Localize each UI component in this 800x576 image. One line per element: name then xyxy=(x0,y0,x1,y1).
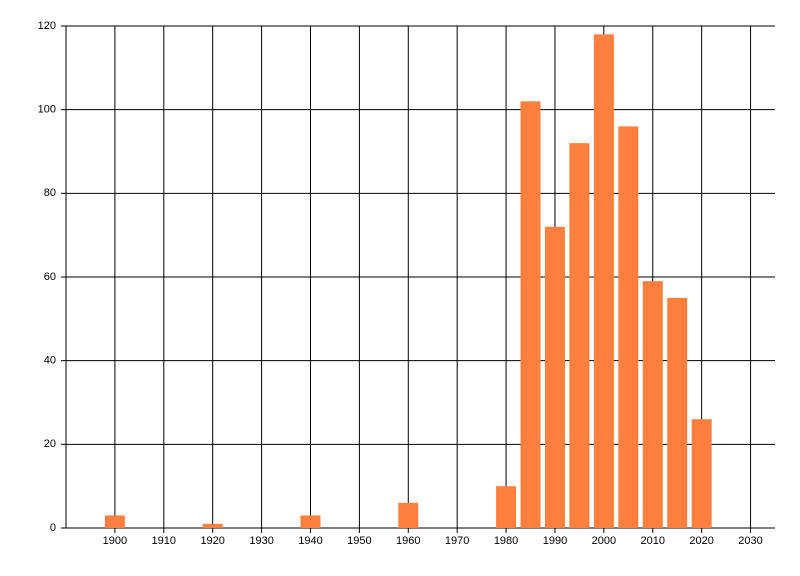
bar xyxy=(496,486,517,528)
x-tick-label: 1930 xyxy=(249,535,273,547)
x-tick-label: 2030 xyxy=(738,535,762,547)
y-tick-label: 20 xyxy=(44,438,56,450)
y-tick-label: 120 xyxy=(38,20,56,32)
x-tick-label: 1910 xyxy=(152,535,176,547)
x-tick-label: 1980 xyxy=(494,535,518,547)
x-tick-label: 1920 xyxy=(200,535,224,547)
bar xyxy=(544,226,565,529)
y-tick-label: 100 xyxy=(38,104,56,116)
y-tick-label: 60 xyxy=(44,271,56,283)
bar xyxy=(593,34,614,528)
bar xyxy=(300,515,321,528)
bar xyxy=(202,523,223,528)
bar xyxy=(520,101,541,529)
x-tick-label: 2020 xyxy=(689,535,713,547)
x-tick-label: 1970 xyxy=(445,535,469,547)
bar xyxy=(569,143,590,528)
y-tick-label: 40 xyxy=(44,355,56,367)
bar xyxy=(691,419,712,528)
bar xyxy=(642,281,663,528)
x-tick-label: 1940 xyxy=(298,535,322,547)
x-tick-label: 1950 xyxy=(347,535,371,547)
bar xyxy=(618,126,639,529)
bar xyxy=(398,502,419,528)
x-tick-label: 1960 xyxy=(396,535,420,547)
bar xyxy=(104,515,125,528)
bar xyxy=(667,297,688,528)
y-tick-label: 80 xyxy=(44,187,56,199)
x-tick-label: 2000 xyxy=(592,535,616,547)
x-tick-label: 2010 xyxy=(641,535,665,547)
x-tick-label: 1990 xyxy=(543,535,567,547)
x-tick-label: 1900 xyxy=(103,535,127,547)
y-tick-label: 0 xyxy=(50,522,56,534)
